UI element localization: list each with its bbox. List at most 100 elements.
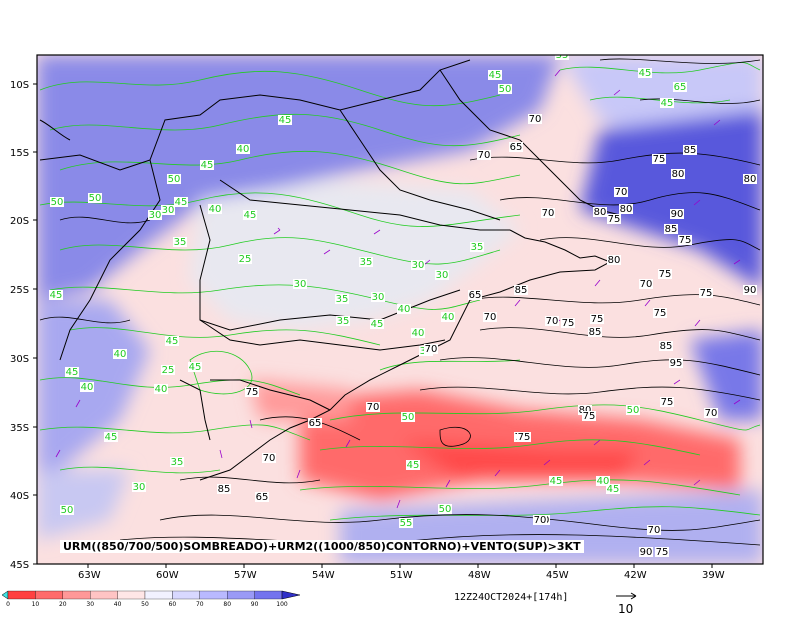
black-contour-label-bg (639, 279, 653, 289)
green-contour-label: 30 (412, 260, 425, 271)
colorbar-tick-label: 0 (6, 601, 10, 608)
green-contour-label-bg (49, 290, 63, 300)
green-contour-label: 45 (371, 319, 384, 330)
black-contour-label: 80 (594, 207, 607, 218)
black-contour-label: 75 (518, 432, 531, 443)
green-contour-label-bg (88, 193, 102, 203)
black-contour-label: 70 (484, 312, 497, 323)
lat-label: 10S (10, 80, 29, 91)
green-contour-label-bg (188, 362, 202, 372)
black-contour-label: 70 (478, 150, 491, 161)
black-contour-label-bg (533, 515, 547, 525)
black-contour-label: 70 (615, 187, 628, 198)
green-contour-label-bg (411, 260, 425, 270)
colorbar-tick-label: 50 (141, 601, 149, 608)
map-caption: URM((850/700/500)SOMBREADO)+URM2((1000/8… (60, 540, 584, 553)
green-contour-label: 35 (171, 457, 184, 468)
green-contour-label-bg (148, 210, 162, 220)
colorbar-right-arrow (281, 590, 301, 600)
lat-label: 40S (10, 491, 29, 502)
lat-label: 25S (10, 285, 29, 296)
black-contour-label: 75 (583, 411, 596, 422)
black-contour-label: 80 (672, 169, 685, 180)
green-contour-label: 30 (133, 482, 146, 493)
black-contour-label: 75 (679, 235, 692, 246)
black-contour-label-bg (590, 314, 604, 324)
green-contour-label-bg (208, 204, 222, 214)
green-contour-label: 35 (336, 294, 349, 305)
black-contour-label: 90 (744, 285, 757, 296)
green-contour-label: 25 (162, 365, 175, 376)
black-contour-label-bg (647, 525, 661, 535)
green-contour-label-bg (638, 68, 652, 78)
black-contour-label: 80 (620, 204, 633, 215)
green-contour-label-bg (359, 257, 373, 267)
black-contour-label-bg (658, 269, 672, 279)
black-contour-label-bg (607, 255, 621, 265)
black-contour-label-bg (607, 214, 621, 224)
black-contour-label-bg (639, 547, 653, 557)
black-contour-label: 75 (654, 308, 667, 319)
green-contour-label-bg (626, 405, 640, 415)
green-contour-label: 30 (162, 205, 175, 216)
green-contour-label: 50 (499, 84, 512, 95)
green-contour-label: 50 (89, 193, 102, 204)
green-contour-label-bg (411, 328, 425, 338)
lat-label: 45S (10, 560, 29, 571)
black-contour-label-bg (424, 344, 438, 354)
colorbar-tick-label: 20 (59, 601, 67, 608)
green-contour-label-bg (200, 160, 214, 170)
green-contour-label: 65 (674, 82, 687, 93)
green-contour-label-bg (173, 237, 187, 247)
black-contour-label: 70 (367, 402, 380, 413)
black-contour-label-bg (545, 316, 559, 326)
black-contour-label-bg (255, 492, 269, 502)
lon-ticks (87, 564, 713, 568)
green-contour-label-bg (165, 336, 179, 346)
black-contour-label-bg (704, 408, 718, 418)
green-contour-label-bg (238, 254, 252, 264)
black-contour-label: 85 (589, 327, 602, 338)
green-contour-label-bg (60, 505, 74, 515)
colorbar-swatch (35, 590, 63, 600)
colorbar-swatch (172, 590, 200, 600)
green-contour-label-bg (470, 242, 484, 252)
green-contour-label-bg (498, 84, 512, 94)
green-contour-label-bg (278, 115, 292, 125)
green-contour-label-bg (438, 504, 452, 514)
black-contour-label-bg (578, 405, 592, 415)
green-contour-label-bg (161, 205, 175, 215)
green-contour-label: 40 (398, 304, 411, 315)
colorbar-swatch (117, 590, 146, 600)
green-contour-label: 35 (360, 257, 373, 268)
black-contour-label: 85 (515, 285, 528, 296)
green-contour-label-bg (370, 319, 384, 329)
green-contour-label: 45 (489, 70, 502, 81)
lon-label: 39W (702, 570, 725, 581)
black-contour-label: 90 (671, 209, 684, 220)
colorbar-tick-label: 80 (223, 601, 231, 608)
lon-label: 60W (156, 570, 179, 581)
green-contour-label: 30 (372, 292, 385, 303)
black-contour-label: 75 (661, 397, 674, 408)
black-contour-label: 95 (670, 358, 683, 369)
colorbar-tick-label: 70 (196, 601, 204, 608)
black-contour-label: 70 (648, 525, 661, 536)
black-contour-label: 70 (529, 114, 542, 125)
green-contour-label: 25 (239, 254, 252, 265)
colorbar-tick-label: 10 (32, 601, 40, 608)
black-contour-label: 90 (640, 547, 653, 558)
black-contour-label-bg (509, 142, 523, 152)
green-contour-label: 30 (149, 210, 162, 221)
colorbar-tick-label: 90 (251, 601, 259, 608)
black-contour-label: 85 (660, 341, 673, 352)
black-contour-label: 75 (608, 214, 621, 225)
black-contour-label: 75 (591, 314, 604, 325)
black-contour-label: 80 (608, 255, 621, 266)
green-contour-label-bg (406, 460, 420, 470)
green-contour-label: 45 (189, 362, 202, 373)
green-contour-label-bg (174, 197, 188, 207)
lon-label: 51W (390, 570, 413, 581)
green-contour-label-bg (104, 432, 118, 442)
green-contour-label: 45 (661, 98, 674, 109)
